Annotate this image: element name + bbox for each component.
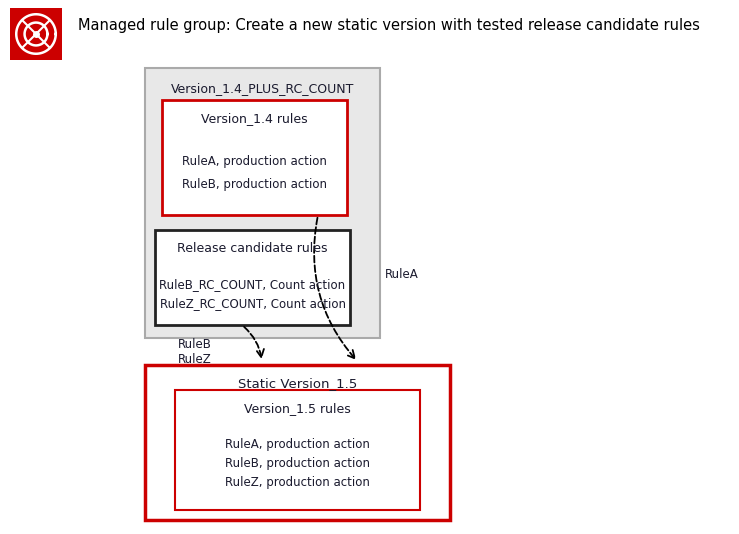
Text: RuleA: RuleA [385,269,419,281]
FancyArrowPatch shape [244,327,264,357]
Text: RuleZ, production action: RuleZ, production action [225,476,370,489]
Bar [10,8,62,60]
Bar [145,365,450,520]
Text: Managed rule group: Create a new static version with tested release candidate ru: Managed rule group: Create a new static … [78,18,700,33]
Bar [175,390,420,510]
Text: Version_1.4_PLUS_RC_COUNT: Version_1.4_PLUS_RC_COUNT [171,82,354,95]
Text: RuleB, production action: RuleB, production action [225,457,370,470]
Text: RuleA, production action: RuleA, production action [182,155,327,168]
Text: RuleA, production action: RuleA, production action [225,438,370,451]
Text: RuleZ_RC_COUNT, Count action: RuleZ_RC_COUNT, Count action [160,297,346,310]
Text: RuleB_RC_COUNT, Count action: RuleB_RC_COUNT, Count action [160,278,346,291]
FancyArrowPatch shape [314,218,355,358]
Text: Release candidate rules: Release candidate rules [177,242,328,255]
Text: RuleB
RuleZ: RuleB RuleZ [178,338,212,366]
Bar [145,68,380,338]
Bar [155,230,350,325]
Bar [162,100,347,215]
Text: Version_1.4 rules: Version_1.4 rules [201,112,308,125]
Text: RuleB, production action: RuleB, production action [182,178,327,191]
Text: Static Version_1.5: Static Version_1.5 [238,377,357,390]
Text: Version_1.5 rules: Version_1.5 rules [244,402,351,415]
